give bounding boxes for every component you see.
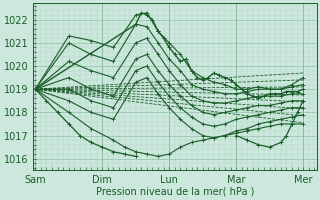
X-axis label: Pression niveau de la mer( hPa ): Pression niveau de la mer( hPa ) [96, 187, 254, 197]
